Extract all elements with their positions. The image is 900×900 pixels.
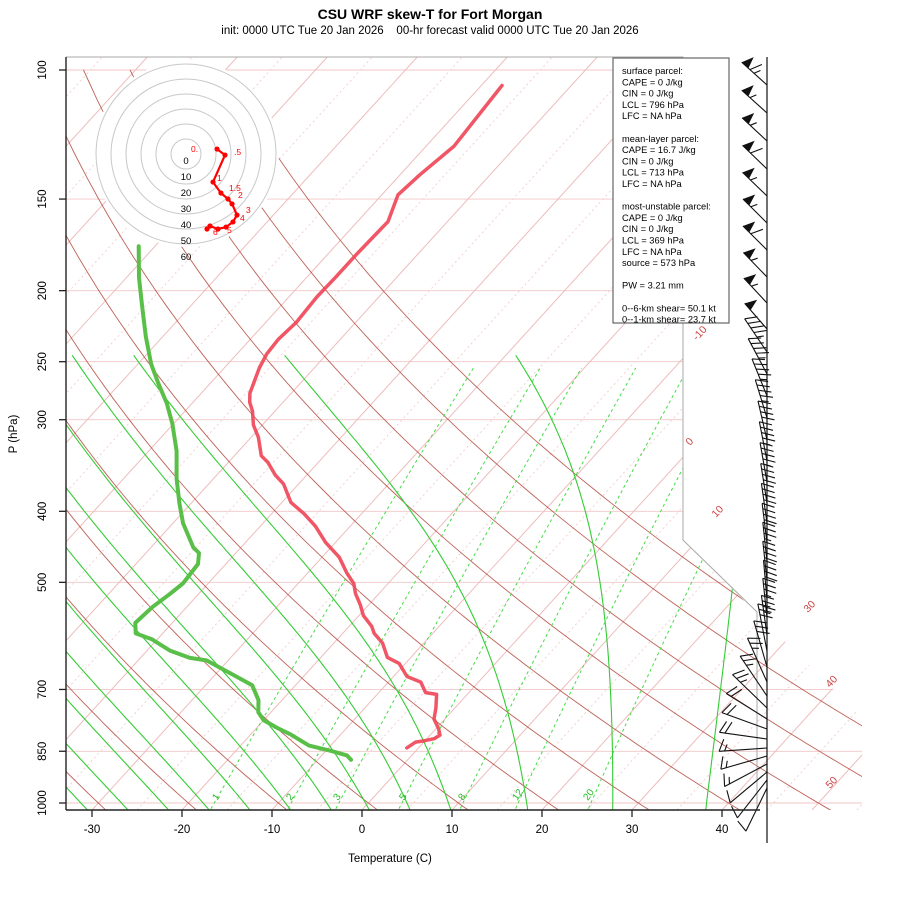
svg-text:1.5: 1.5 xyxy=(229,183,241,193)
sounding-traces xyxy=(133,83,504,762)
svg-text:30: 30 xyxy=(181,204,192,215)
svg-text:CAPE = 16.7 J/kg: CAPE = 16.7 J/kg xyxy=(622,145,696,155)
svg-text:most-unstable parcel:: most-unstable parcel: xyxy=(622,202,711,212)
svg-text:10: 10 xyxy=(446,824,459,836)
svg-text:40: 40 xyxy=(716,824,729,836)
svg-text:3: 3 xyxy=(331,791,343,802)
svg-text:LCL = 369 hPa: LCL = 369 hPa xyxy=(622,236,685,246)
svg-text:mean-layer parcel:: mean-layer parcel: xyxy=(622,134,699,144)
plot-frame xyxy=(66,56,758,810)
y-axis-title: P (hPa) xyxy=(8,414,20,453)
svg-text:CIN = 0 J/kg: CIN = 0 J/kg xyxy=(622,89,673,99)
x-axis-title: Temperature (C) xyxy=(348,853,432,865)
svg-text:5: 5 xyxy=(397,791,409,802)
svg-text:CAPE = 0 J/kg: CAPE = 0 J/kg xyxy=(622,213,683,223)
svg-text:300: 300 xyxy=(37,410,49,429)
svg-text:0.: 0. xyxy=(191,144,198,154)
svg-text:2: 2 xyxy=(238,190,243,200)
svg-text:LCL = 796 hPa: LCL = 796 hPa xyxy=(622,100,685,110)
chart-subtitle: init: 0000 UTC Tue 20 Jan 2026 00-hr for… xyxy=(221,25,639,37)
isotherm-labels: -10 0 10 30 40 50 xyxy=(683,324,840,791)
svg-text:20: 20 xyxy=(581,787,597,803)
svg-text:source = 573 hPa: source = 573 hPa xyxy=(622,258,696,268)
svg-text:2: 2 xyxy=(284,791,296,802)
wind-barb-column xyxy=(718,57,778,843)
svg-text:-10: -10 xyxy=(264,824,281,836)
svg-text:100: 100 xyxy=(37,60,49,79)
svg-text:250: 250 xyxy=(37,352,49,371)
svg-text:12: 12 xyxy=(510,787,526,803)
svg-text:-20: -20 xyxy=(174,824,191,836)
svg-text:4: 4 xyxy=(240,213,245,223)
svg-text:LFC = NA hPa: LFC = NA hPa xyxy=(622,247,683,257)
moist-adiabat-lines xyxy=(66,354,749,810)
svg-text:3: 3 xyxy=(246,205,251,215)
svg-text:400: 400 xyxy=(37,502,49,521)
svg-text:surface parcel:: surface parcel: xyxy=(622,66,683,76)
svg-text:50: 50 xyxy=(181,236,192,247)
svg-text:8: 8 xyxy=(456,791,468,802)
svg-text:700: 700 xyxy=(37,680,49,699)
svg-text:-30: -30 xyxy=(84,824,101,836)
svg-text:0: 0 xyxy=(683,435,696,448)
svg-text:0--1-km shear= 23.7 kt: 0--1-km shear= 23.7 kt xyxy=(622,315,716,325)
svg-text:500: 500 xyxy=(37,573,49,592)
svg-text:PW = 3.21 mm: PW = 3.21 mm xyxy=(622,281,684,291)
svg-text:CIN = 0 J/kg: CIN = 0 J/kg xyxy=(622,224,673,234)
svg-text:LCL = 713 hPa: LCL = 713 hPa xyxy=(622,168,685,178)
svg-text:30: 30 xyxy=(626,824,639,836)
svg-text:40: 40 xyxy=(823,673,840,690)
svg-text:0--6-km shear= 50.1 kt: 0--6-km shear= 50.1 kt xyxy=(622,303,716,313)
chart-title: CSU WRF skew-T for Fort Morgan xyxy=(317,6,543,22)
svg-text:20: 20 xyxy=(181,188,192,199)
svg-text:-10: -10 xyxy=(690,324,709,343)
svg-text:30: 30 xyxy=(801,598,818,615)
svg-text:5: 5 xyxy=(227,225,232,235)
svg-text:0: 0 xyxy=(183,156,188,167)
svg-text:LFC = NA hPa: LFC = NA hPa xyxy=(622,111,683,121)
svg-text:200: 200 xyxy=(37,281,49,300)
svg-text:50: 50 xyxy=(823,774,840,791)
mixing-ratio-lines xyxy=(207,367,798,810)
svg-text:6: 6 xyxy=(213,227,218,237)
svg-text:1: 1 xyxy=(217,173,222,183)
svg-text:.5: .5 xyxy=(234,147,241,157)
svg-text:10: 10 xyxy=(181,172,192,183)
svg-text:40: 40 xyxy=(181,220,192,231)
dewpoint-trace xyxy=(133,244,353,762)
svg-text:CIN = 0 J/kg: CIN = 0 J/kg xyxy=(622,156,673,166)
svg-text:60: 60 xyxy=(181,252,192,263)
svg-text:LFC = NA hPa: LFC = NA hPa xyxy=(622,179,683,189)
svg-text:0: 0 xyxy=(359,824,365,836)
svg-text:10: 10 xyxy=(709,503,726,520)
svg-text:150: 150 xyxy=(37,189,49,208)
svg-text:CAPE = 0 J/kg: CAPE = 0 J/kg xyxy=(622,77,683,87)
svg-text:1: 1 xyxy=(210,791,222,802)
svg-text:20: 20 xyxy=(536,824,549,836)
temperature-trace xyxy=(247,83,504,750)
svg-text:1000: 1000 xyxy=(37,790,49,816)
svg-text:850: 850 xyxy=(37,742,49,761)
